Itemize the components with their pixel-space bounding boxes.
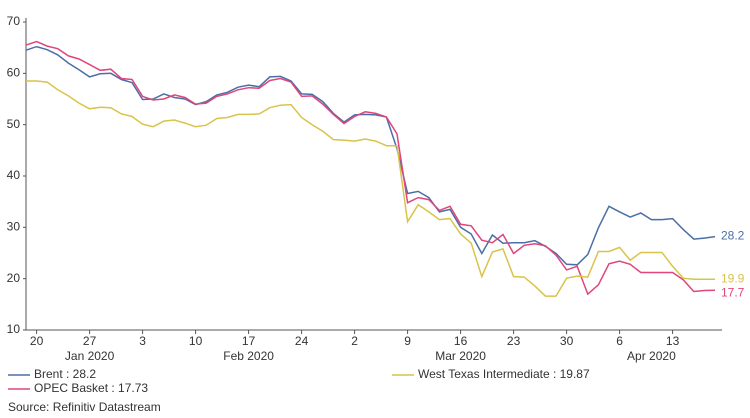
x-tick-label: 9 — [404, 334, 411, 348]
end-value-label: 19.9 — [721, 272, 745, 286]
x-tick-label: 24 — [295, 334, 309, 348]
y-tick-label: 60 — [7, 66, 21, 80]
legend-label: OPEC Basket : 17.73 — [34, 381, 148, 395]
x-tick-label: 16 — [454, 334, 468, 348]
month-label: Jan 2020 — [65, 349, 115, 363]
y-tick-label: 70 — [7, 14, 21, 28]
y-tick-label: 30 — [7, 220, 21, 234]
x-tick-label: 3 — [139, 334, 146, 348]
legend-label: West Texas Intermediate : 19.87 — [418, 367, 590, 381]
legend-label: Brent : 28.2 — [34, 367, 96, 381]
series-line — [25, 45, 716, 266]
x-tick-label: 6 — [616, 334, 623, 348]
x-tick-label: 20 — [30, 334, 44, 348]
y-tick-label: 40 — [7, 168, 21, 182]
y-tick-label: 20 — [7, 271, 21, 285]
y-tick-label: 10 — [7, 322, 21, 336]
source-note: Source: Refinitiv Datastream — [8, 400, 161, 414]
series-line — [26, 80, 716, 297]
x-tick-label: 17 — [242, 334, 256, 348]
end-value-label: 17.7 — [721, 285, 745, 299]
x-tick-label: 13 — [666, 334, 680, 348]
x-tick-label: 2 — [351, 334, 358, 348]
month-label: Apr 2020 — [627, 349, 676, 363]
end-value-label: 28.2 — [721, 229, 745, 243]
series-line — [25, 40, 716, 296]
month-label: Feb 2020 — [223, 349, 274, 363]
month-label: Mar 2020 — [435, 349, 486, 363]
x-tick-label: 23 — [507, 334, 521, 348]
y-tick-label: 50 — [7, 117, 21, 131]
x-tick-label: 27 — [83, 334, 97, 348]
x-tick-label: 30 — [560, 334, 574, 348]
x-tick-label: 10 — [189, 334, 203, 348]
